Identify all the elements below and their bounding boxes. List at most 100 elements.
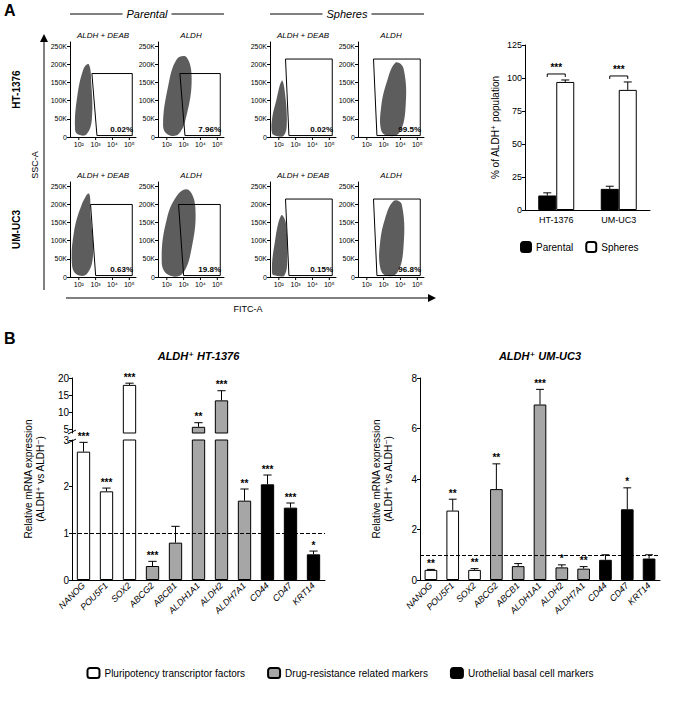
svg-text:0: 0 xyxy=(151,274,155,281)
svg-text:50: 50 xyxy=(512,139,522,149)
svg-text:0: 0 xyxy=(351,274,355,281)
svg-text:0: 0 xyxy=(351,134,355,141)
svg-text:0: 0 xyxy=(63,274,67,281)
svg-text:96.8%: 96.8% xyxy=(398,265,421,274)
svg-text:0: 0 xyxy=(63,134,67,141)
svg-text:150K: 150K xyxy=(51,219,68,226)
svg-text:POU5F1: POU5F1 xyxy=(78,580,110,612)
svg-text:ALDH: ALDH xyxy=(179,31,202,40)
svg-text:ABCG2: ABCG2 xyxy=(127,580,156,609)
svg-text:10⁵: 10⁵ xyxy=(124,141,135,148)
svg-text:100K: 100K xyxy=(139,97,156,104)
svg-text:HT-1376: HT-1376 xyxy=(11,70,22,109)
svg-text:200K: 200K xyxy=(339,201,356,208)
svg-text:***: *** xyxy=(285,492,297,503)
svg-text:19.8%: 19.8% xyxy=(198,265,221,274)
svg-text:10⁴: 10⁴ xyxy=(195,141,206,148)
svg-text:**: ** xyxy=(471,557,479,568)
svg-text:10⁵: 10⁵ xyxy=(212,281,223,288)
svg-text:1: 1 xyxy=(63,528,69,539)
svg-text:Parental: Parental xyxy=(127,8,169,20)
svg-text:UM-UC3: UM-UC3 xyxy=(11,210,22,249)
svg-text:POU5F1: POU5F1 xyxy=(424,580,456,612)
svg-text:Spheres: Spheres xyxy=(327,8,368,20)
svg-text:UM-UC3: UM-UC3 xyxy=(601,215,636,225)
svg-text:8: 8 xyxy=(411,373,417,384)
svg-text:50K: 50K xyxy=(143,115,156,122)
svg-text:150K: 150K xyxy=(51,79,68,86)
svg-text:250K: 250K xyxy=(251,183,268,190)
svg-text:10²: 10² xyxy=(362,281,373,288)
svg-text:2: 2 xyxy=(63,481,69,492)
svg-text:0: 0 xyxy=(263,134,267,141)
svg-text:10⁴: 10⁴ xyxy=(395,141,406,148)
svg-text:Drug-resistance related marker: Drug-resistance related markers xyxy=(285,668,428,679)
svg-text:200K: 200K xyxy=(251,201,268,208)
svg-text:*: * xyxy=(312,540,316,551)
svg-text:10⁴: 10⁴ xyxy=(195,281,206,288)
svg-text:Parental: Parental xyxy=(536,242,573,253)
svg-text:10⁴: 10⁴ xyxy=(395,281,406,288)
svg-text:10³: 10³ xyxy=(91,141,102,148)
svg-text:100K: 100K xyxy=(251,237,268,244)
svg-text:**: ** xyxy=(241,478,249,489)
svg-text:FITC-A: FITC-A xyxy=(234,304,263,314)
svg-text:10²: 10² xyxy=(74,281,85,288)
svg-text:10⁵: 10⁵ xyxy=(324,281,335,288)
svg-text:A: A xyxy=(4,2,16,19)
svg-text:0.63%: 0.63% xyxy=(110,265,133,274)
svg-text:100K: 100K xyxy=(251,97,268,104)
svg-text:0.15%: 0.15% xyxy=(310,265,333,274)
svg-text:20: 20 xyxy=(58,373,70,384)
svg-text:6: 6 xyxy=(411,423,417,434)
svg-text:***: *** xyxy=(124,372,136,383)
svg-text:15: 15 xyxy=(58,390,70,401)
svg-text:10³: 10³ xyxy=(379,141,390,148)
svg-text:10³: 10³ xyxy=(179,141,190,148)
svg-text:Spheres: Spheres xyxy=(601,242,638,253)
svg-text:2: 2 xyxy=(411,524,417,535)
svg-text:**: ** xyxy=(427,558,435,569)
svg-text:50K: 50K xyxy=(255,115,268,122)
svg-text:10⁴: 10⁴ xyxy=(107,281,118,288)
svg-text:0.02%: 0.02% xyxy=(310,125,333,134)
svg-text:10⁴: 10⁴ xyxy=(307,281,318,288)
svg-text:50K: 50K xyxy=(255,255,268,262)
svg-text:CD44: CD44 xyxy=(586,580,609,603)
svg-text:125: 125 xyxy=(507,40,522,50)
svg-text:10³: 10³ xyxy=(179,281,190,288)
svg-text:ALDH + DEAB: ALDH + DEAB xyxy=(276,171,330,180)
svg-text:100K: 100K xyxy=(51,97,68,104)
svg-text:B: B xyxy=(4,330,16,347)
svg-text:250K: 250K xyxy=(339,43,356,50)
svg-text:250K: 250K xyxy=(139,43,156,50)
svg-text:**: ** xyxy=(580,555,588,566)
svg-text:0: 0 xyxy=(151,134,155,141)
svg-text:50K: 50K xyxy=(343,255,356,262)
svg-text:Relative mRNA expression: Relative mRNA expression xyxy=(371,420,382,539)
svg-text:10⁵: 10⁵ xyxy=(212,141,223,148)
svg-text:250K: 250K xyxy=(251,43,268,50)
svg-text:50K: 50K xyxy=(55,115,68,122)
svg-text:10²: 10² xyxy=(162,281,173,288)
svg-text:3: 3 xyxy=(63,435,69,446)
svg-text:10⁴: 10⁴ xyxy=(307,141,318,148)
svg-text:100K: 100K xyxy=(339,237,356,244)
svg-text:ALDH + DEAB: ALDH + DEAB xyxy=(276,31,330,40)
svg-text:10⁵: 10⁵ xyxy=(124,281,135,288)
svg-text:250K: 250K xyxy=(51,43,68,50)
svg-text:99.5%: 99.5% xyxy=(398,125,421,134)
svg-text:100: 100 xyxy=(507,73,522,83)
svg-text:ALDH1A1: ALDH1A1 xyxy=(166,580,202,616)
svg-text:**: ** xyxy=(449,488,457,499)
svg-text:4: 4 xyxy=(411,474,417,485)
svg-text:150K: 150K xyxy=(251,219,268,226)
svg-text:CD44: CD44 xyxy=(248,580,271,603)
svg-text:***: *** xyxy=(101,477,113,488)
svg-text:250K: 250K xyxy=(339,183,356,190)
svg-text:ALDH7A1: ALDH7A1 xyxy=(212,580,248,616)
svg-text:10²: 10² xyxy=(274,141,285,148)
svg-text:ALDH⁺ UM-UC3: ALDH⁺ UM-UC3 xyxy=(498,350,581,362)
svg-text:10²: 10² xyxy=(74,141,85,148)
svg-text:100K: 100K xyxy=(339,97,356,104)
